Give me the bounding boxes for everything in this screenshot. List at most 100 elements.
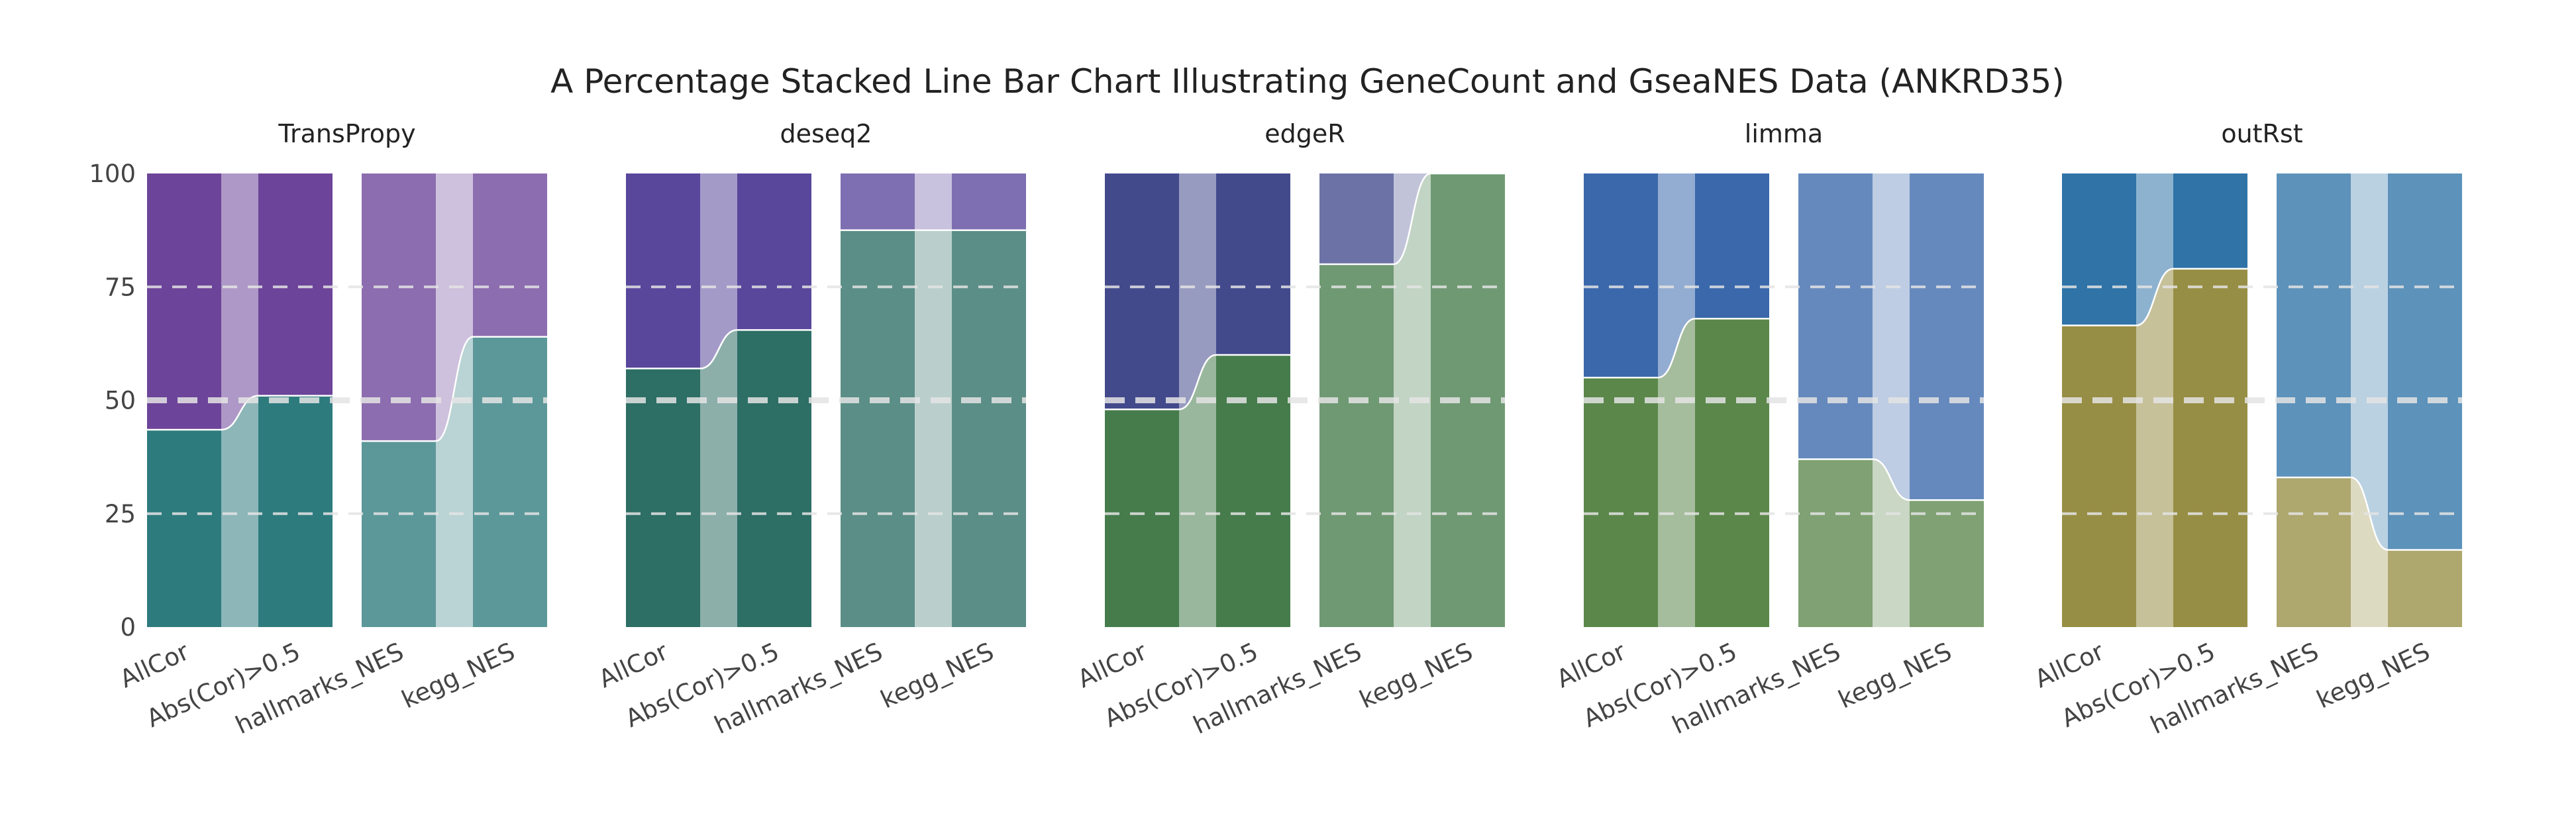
bar-top-segment: [1695, 173, 1769, 319]
connector-bottom-area: [1658, 318, 1695, 627]
bar-top-segment: [1319, 173, 1394, 264]
y-tick-label: 25: [105, 500, 136, 528]
x-tick-label: kegg_NES: [1834, 637, 1956, 714]
bar-bottom-segment: [626, 368, 700, 627]
bar-top-segment: [147, 173, 221, 430]
panel-transpropy: TransPropyAllCorAbs(Cor)>0.5hallmarks_NE…: [115, 119, 547, 740]
panel-marks: [1584, 173, 1984, 627]
x-tick-label: AllCor: [594, 637, 672, 694]
connector-top-area: [1658, 173, 1695, 378]
bar-bottom-segment: [1584, 377, 1658, 627]
connector-top-area: [1179, 173, 1216, 410]
bar-top-segment: [258, 173, 333, 396]
chart-title: A Percentage Stacked Line Bar Chart Illu…: [550, 62, 2065, 101]
panels: TransPropyAllCorAbs(Cor)>0.5hallmarks_NE…: [115, 119, 2462, 740]
bar-bottom-segment: [2277, 477, 2351, 627]
connector-bottom-area: [1873, 459, 1910, 627]
boundary-line: [362, 336, 547, 442]
bar-bottom-segment: [1695, 318, 1769, 627]
bar-bottom-segment: [147, 430, 221, 627]
connector-bottom-area: [1179, 355, 1216, 627]
y-tick-label: 0: [120, 613, 136, 642]
x-tick-label: AllCor: [1073, 637, 1151, 694]
bar-top-segment: [1216, 173, 1290, 355]
bar-top-segment: [1105, 173, 1179, 410]
grid-lines: [147, 285, 547, 515]
bar-bottom-segment: [2388, 550, 2462, 627]
bar-bottom-segment: [737, 330, 811, 627]
bar-bottom-segment: [952, 230, 1026, 627]
connector-top-area: [221, 173, 258, 430]
panel-marks: [2062, 173, 2462, 628]
bar-top-segment: [626, 173, 700, 369]
connector-bottom-area: [2136, 268, 2173, 628]
x-tick-label: kegg_NES: [397, 637, 519, 714]
bar-top-segment: [362, 173, 436, 442]
grid-lines: [626, 285, 1026, 515]
x-tick-label: kegg_NES: [876, 637, 998, 714]
x-tick-label: AllCor: [1552, 637, 1630, 694]
bar-top-segment: [952, 173, 1026, 230]
panel-title: limma: [1745, 119, 1823, 148]
bar-bottom-segment: [362, 441, 436, 627]
bar-bottom-segment: [473, 336, 547, 627]
connector-top-area: [700, 173, 737, 369]
boundary-line: [1105, 354, 1290, 411]
y-axis: 0 25 50 75 100: [89, 160, 136, 642]
panel-title: edgeR: [1264, 119, 1345, 148]
bar-bottom-segment: [1216, 355, 1290, 627]
x-tick-label: hallmarks_NES: [1189, 637, 1366, 740]
grid-lines: [2062, 285, 2462, 515]
grid-lines: [1105, 285, 1505, 515]
panel-title: deseq2: [780, 119, 872, 148]
boundary-line: [2062, 268, 2247, 326]
y-tick-label: 100: [89, 160, 136, 188]
x-tick-label: hallmarks_NES: [2146, 637, 2323, 740]
boundary-line: [1584, 317, 1769, 379]
bar-top-segment: [1798, 173, 1873, 460]
x-tick-label: AllCor: [115, 637, 193, 694]
connector-bottom-area: [700, 330, 737, 627]
panel-title: outRst: [2221, 119, 2302, 148]
bar-top-segment: [1910, 173, 1984, 501]
bar-bottom-segment: [1319, 264, 1394, 627]
boundary-line: [1319, 172, 1505, 266]
bar-top-segment: [2062, 173, 2136, 326]
panel-marks: [626, 173, 1026, 627]
x-tick-label: hallmarks_NES: [231, 637, 408, 740]
bar-top-segment: [737, 173, 811, 330]
y-tick-label: 50: [105, 387, 136, 415]
bar-bottom-segment: [1798, 459, 1873, 627]
boundary-line: [626, 329, 811, 369]
bar-top-segment: [473, 173, 547, 337]
panel-deseq2: deseq2AllCorAbs(Cor)>0.5hallmarks_NESkeg…: [594, 119, 1026, 740]
x-tick-label: hallmarks_NES: [1668, 637, 1845, 740]
bar-bottom-segment: [1105, 409, 1179, 627]
connector-bottom-area: [221, 395, 258, 627]
bar-bottom-segment: [258, 395, 333, 627]
bar-top-segment: [2388, 173, 2462, 550]
connector-bottom-area: [2351, 477, 2388, 627]
x-tick-label: kegg_NES: [2312, 637, 2434, 714]
bar-bottom-segment: [1910, 500, 1984, 627]
bar-top-segment: [2277, 173, 2351, 477]
x-tick-label: kegg_NES: [1355, 637, 1477, 714]
panel-outrst: outRstAllCorAbs(Cor)>0.5hallmarks_NESkeg…: [2030, 119, 2462, 740]
connector-bottom-area: [915, 230, 952, 627]
y-tick-label: 75: [105, 273, 136, 301]
bar-top-segment: [2173, 173, 2247, 269]
bar-bottom-segment: [2062, 325, 2136, 627]
panel-limma: limmaAllCorAbs(Cor)>0.5hallmarks_NESkegg…: [1552, 119, 1984, 740]
panel-marks: [147, 173, 547, 627]
bar-top-segment: [1584, 173, 1658, 378]
bar-bottom-segment: [2173, 268, 2247, 628]
connector-bottom-area: [436, 336, 473, 627]
connector-top-area: [2351, 173, 2388, 550]
x-tick-label: hallmarks_NES: [710, 637, 887, 740]
x-tick-label: AllCor: [2030, 637, 2108, 694]
panel-edger: edgeRAllCorAbs(Cor)>0.5hallmarks_NESkegg…: [1073, 119, 1505, 740]
bar-bottom-segment: [841, 230, 915, 627]
connector-top-area: [1873, 173, 1910, 501]
bar-top-segment: [841, 173, 915, 230]
